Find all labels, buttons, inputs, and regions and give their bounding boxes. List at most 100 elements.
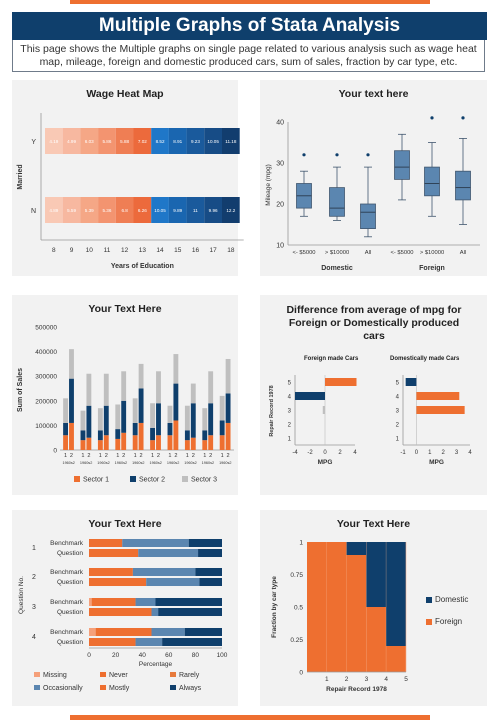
box-outlier	[430, 116, 434, 120]
x-axis-title: Percentage	[139, 661, 173, 668]
mpg-difference-panel: Difference from average of mpg for Forei…	[260, 295, 487, 495]
question-bar-segment	[89, 638, 136, 646]
sales-bar-segment	[132, 422, 138, 436]
x-tick-label: 2	[345, 676, 349, 683]
question-number: 4	[32, 634, 36, 641]
x-tick-label: <- $5000	[390, 250, 413, 256]
question-bar-segment	[198, 549, 222, 557]
row-label: Question	[57, 639, 83, 646]
y-axis-title: Sum of Sales	[17, 368, 24, 412]
chart-title: Your Text Here	[336, 518, 411, 530]
legend-label: Never	[109, 672, 128, 679]
x-tick-label: -1	[400, 450, 406, 456]
sales-bar-segment	[225, 393, 231, 423]
y-tick-label: 5	[288, 381, 292, 387]
sales-bar-segment	[173, 420, 179, 450]
sales-bar-segment	[132, 398, 138, 423]
x-tick-label: 3	[365, 676, 369, 683]
wage-heatmap-chart: Y 4.19 4.99 6.03 5.86 5.88 7.02 8.52 8.91 9.23 10.…	[17, 113, 244, 270]
sales-bar-segment	[173, 354, 179, 384]
x-tick-label: 60	[165, 652, 173, 659]
y-tick-label: 40	[276, 120, 284, 127]
y-tick-label: 2	[288, 423, 292, 429]
heat-cell	[151, 197, 169, 223]
heat-cell-label: 9.96	[209, 208, 218, 213]
sales-bar-segment	[202, 430, 208, 441]
heat-cell	[204, 128, 222, 154]
fraction-area-domestic	[386, 542, 406, 646]
y-tick-label: 1	[299, 540, 303, 547]
x-tick-label: 8	[52, 247, 56, 254]
heat-cell-label: 8.52	[156, 139, 165, 144]
heat-cell	[98, 197, 116, 223]
question-bar-segment	[89, 568, 133, 576]
sales-bar-segment	[167, 422, 173, 436]
heat-cell	[133, 128, 152, 154]
bar-tick-label: 1	[186, 453, 189, 459]
box-iqr	[424, 166, 440, 197]
x-tick-label: 100	[217, 652, 228, 659]
x-axis-title: MPG	[429, 459, 444, 466]
x-tick-label: 4	[353, 450, 357, 456]
bar-tick-label: 1	[151, 453, 154, 459]
question-bar-segment	[132, 568, 196, 576]
sales-bar-segment	[167, 405, 173, 423]
x-axis-title: Years of Education	[111, 263, 174, 270]
question-bar-segment	[89, 628, 96, 636]
x-tick-label: 1	[428, 450, 432, 456]
sales-bar-segment	[103, 435, 109, 450]
heat-cell	[45, 128, 63, 154]
mpg-diff-bar	[405, 378, 417, 386]
heat-cell-label: 11	[193, 208, 198, 213]
legend-label: Occasionally	[43, 685, 83, 692]
x-tick-label: All	[460, 250, 466, 256]
heat-cell	[186, 197, 205, 223]
box-outlier	[366, 153, 370, 157]
sales-bar-segment	[219, 435, 225, 450]
question-number: 3	[32, 604, 36, 611]
sales-bar-segment	[115, 404, 121, 430]
y-tick-label: 5	[396, 381, 400, 387]
heat-cell-label: 5.36	[102, 208, 111, 213]
question-bar-segment	[146, 578, 200, 586]
question-bar-segment	[195, 568, 222, 576]
chart-title: Your Text Here	[88, 303, 162, 315]
sales-bar-segment	[156, 371, 161, 404]
bar-tick-label: 2	[174, 453, 177, 459]
legend-label: Mostly	[109, 685, 130, 692]
y-tick-label: 0.25	[290, 637, 303, 644]
legend-swatch	[100, 685, 106, 690]
sales-bar-segment	[208, 435, 214, 450]
heat-cell-label: 5.88	[120, 139, 129, 144]
y-tick-label: 100000	[35, 423, 57, 430]
x-tick-label: 40	[139, 652, 147, 659]
x-tick-label: 2	[442, 450, 446, 456]
x-tick-label: 1	[325, 676, 329, 683]
sales-bar-segment	[190, 403, 196, 438]
row-label: Benchmark	[50, 540, 84, 547]
group-tick-label: 1960s2	[184, 461, 196, 465]
heat-cell-label: 12.2	[226, 208, 235, 213]
row-label: Question	[57, 550, 83, 557]
bar-tick-label: 1	[99, 453, 102, 459]
legend-label: Foreign	[435, 617, 462, 626]
y-tick-label: 2	[396, 423, 400, 429]
heat-cell-label: 6.8	[121, 208, 128, 213]
y-axis-title: Mileage (mpg)	[265, 164, 272, 206]
y-axis-title: Repair Record 1978	[269, 385, 275, 436]
sales-bar-segment	[184, 440, 190, 450]
y-tick-label: 500000	[35, 325, 57, 332]
sales-bar-segment	[80, 430, 86, 441]
sales-bar-segment	[132, 435, 138, 450]
sales-bar-segment	[115, 438, 121, 450]
bar-tick-label: 1	[81, 453, 84, 459]
x-tick-label: 18	[227, 247, 235, 254]
bar-tick-label: 1	[203, 453, 206, 459]
x-tick-label: 0	[87, 652, 91, 659]
question-bar-segment	[184, 628, 222, 636]
bar-tick-label: 2	[192, 453, 195, 459]
question-number: 2	[32, 574, 36, 581]
y-tick-label: 4	[396, 395, 400, 401]
group-tick-label: 1960s2	[167, 461, 179, 465]
bar-tick-label: 1	[64, 453, 67, 459]
